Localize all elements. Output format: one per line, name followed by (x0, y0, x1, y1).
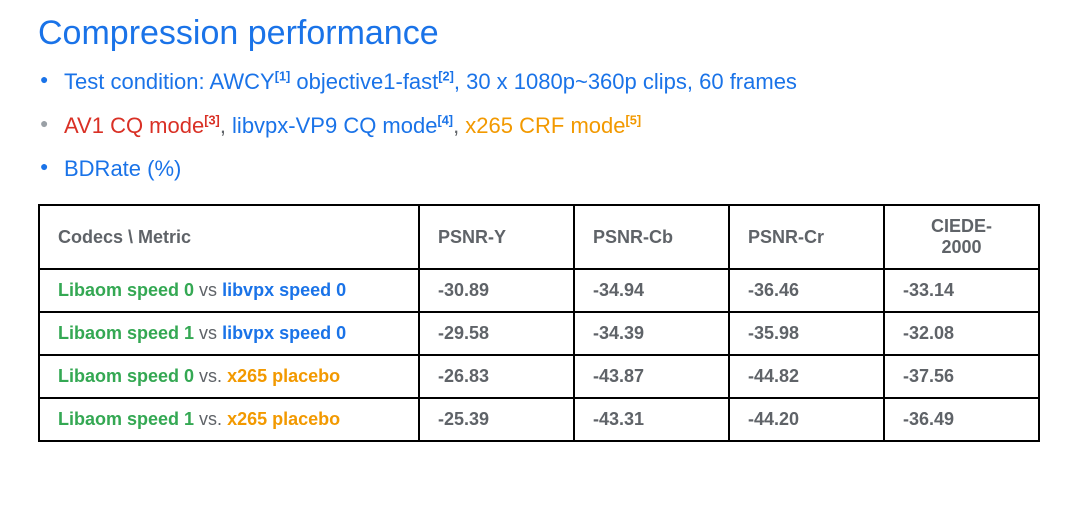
value-cell: -44.82 (729, 355, 884, 398)
table-row: Libaom speed 0 vs libvpx speed 0-30.89-3… (39, 269, 1039, 312)
bdrate-table: Codecs \ Metric PSNR-YPSNR-CbPSNR-CrCIED… (38, 204, 1040, 442)
value-cell: -34.94 (574, 269, 729, 312)
bullet-text: AV1 CQ mode[3], libvpx-VP9 CQ mode[4], x… (64, 113, 641, 138)
header-metric: CIEDE- 2000 (884, 205, 1039, 269)
codec-right: x265 placebo (227, 409, 340, 429)
codec-left: Libaom speed 1 (58, 409, 194, 429)
table-row: Libaom speed 1 vs. x265 placebo-25.39-43… (39, 398, 1039, 441)
vs-join: vs. (194, 366, 227, 386)
text-run: objective1-fast (290, 69, 438, 94)
text-run: , (453, 113, 465, 138)
bullet-text: Test condition: AWCY[1] objective1-fast[… (64, 69, 797, 94)
text-run: libvpx-VP9 CQ mode (232, 113, 437, 138)
slide-page: Compression performance Test condition: … (0, 0, 1080, 442)
codec-left: Libaom speed 0 (58, 280, 194, 300)
codec-left: Libaom speed 1 (58, 323, 194, 343)
header-metric: PSNR-Cb (574, 205, 729, 269)
table-row: Libaom speed 0 vs. x265 placebo-26.83-43… (39, 355, 1039, 398)
footnote-ref: [2] (438, 69, 454, 84)
page-title: Compression performance (38, 14, 1042, 53)
codec-right: x265 placebo (227, 366, 340, 386)
footnote-ref: [4] (437, 112, 453, 127)
codec-cell: Libaom speed 0 vs. x265 placebo (39, 355, 419, 398)
bullet-item-3: BDRate (%) (64, 154, 1042, 184)
header-codec: Codecs \ Metric (39, 205, 419, 269)
bullet-item-2: AV1 CQ mode[3], libvpx-VP9 CQ mode[4], x… (64, 111, 1042, 141)
codec-right: libvpx speed 0 (222, 280, 346, 300)
codec-cell: Libaom speed 0 vs libvpx speed 0 (39, 269, 419, 312)
bullet-list: Test condition: AWCY[1] objective1-fast[… (38, 67, 1042, 184)
table-head: Codecs \ Metric PSNR-YPSNR-CbPSNR-CrCIED… (39, 205, 1039, 269)
value-cell: -36.49 (884, 398, 1039, 441)
text-run: BDRate (%) (64, 156, 181, 181)
vs-join: vs. (194, 409, 227, 429)
value-cell: -30.89 (419, 269, 574, 312)
table-row: Libaom speed 1 vs libvpx speed 0-29.58-3… (39, 312, 1039, 355)
footnote-ref: [3] (204, 112, 220, 127)
value-cell: -25.39 (419, 398, 574, 441)
header-metric: PSNR-Y (419, 205, 574, 269)
vs-join: vs (194, 323, 222, 343)
text-run: x265 CRF mode (465, 113, 625, 138)
value-cell: -43.87 (574, 355, 729, 398)
footnote-ref: [1] (275, 69, 291, 84)
value-cell: -34.39 (574, 312, 729, 355)
table-body: Libaom speed 0 vs libvpx speed 0-30.89-3… (39, 269, 1039, 441)
bullet-item-1: Test condition: AWCY[1] objective1-fast[… (64, 67, 1042, 97)
header-metric: PSNR-Cr (729, 205, 884, 269)
value-cell: -33.14 (884, 269, 1039, 312)
text-run: Test condition: AWCY (64, 69, 275, 94)
value-cell: -43.31 (574, 398, 729, 441)
bullet-text: BDRate (%) (64, 156, 181, 181)
value-cell: -29.58 (419, 312, 574, 355)
codec-left: Libaom speed 0 (58, 366, 194, 386)
codec-right: libvpx speed 0 (222, 323, 346, 343)
table-header-row: Codecs \ Metric PSNR-YPSNR-CbPSNR-CrCIED… (39, 205, 1039, 269)
vs-join: vs (194, 280, 222, 300)
value-cell: -36.46 (729, 269, 884, 312)
text-run: , 30 x 1080p~360p clips, 60 frames (454, 69, 797, 94)
footnote-ref: [5] (625, 112, 641, 127)
value-cell: -44.20 (729, 398, 884, 441)
text-run: , (220, 113, 232, 138)
value-cell: -26.83 (419, 355, 574, 398)
codec-cell: Libaom speed 1 vs libvpx speed 0 (39, 312, 419, 355)
value-cell: -35.98 (729, 312, 884, 355)
value-cell: -32.08 (884, 312, 1039, 355)
text-run: AV1 CQ mode (64, 113, 204, 138)
codec-cell: Libaom speed 1 vs. x265 placebo (39, 398, 419, 441)
value-cell: -37.56 (884, 355, 1039, 398)
